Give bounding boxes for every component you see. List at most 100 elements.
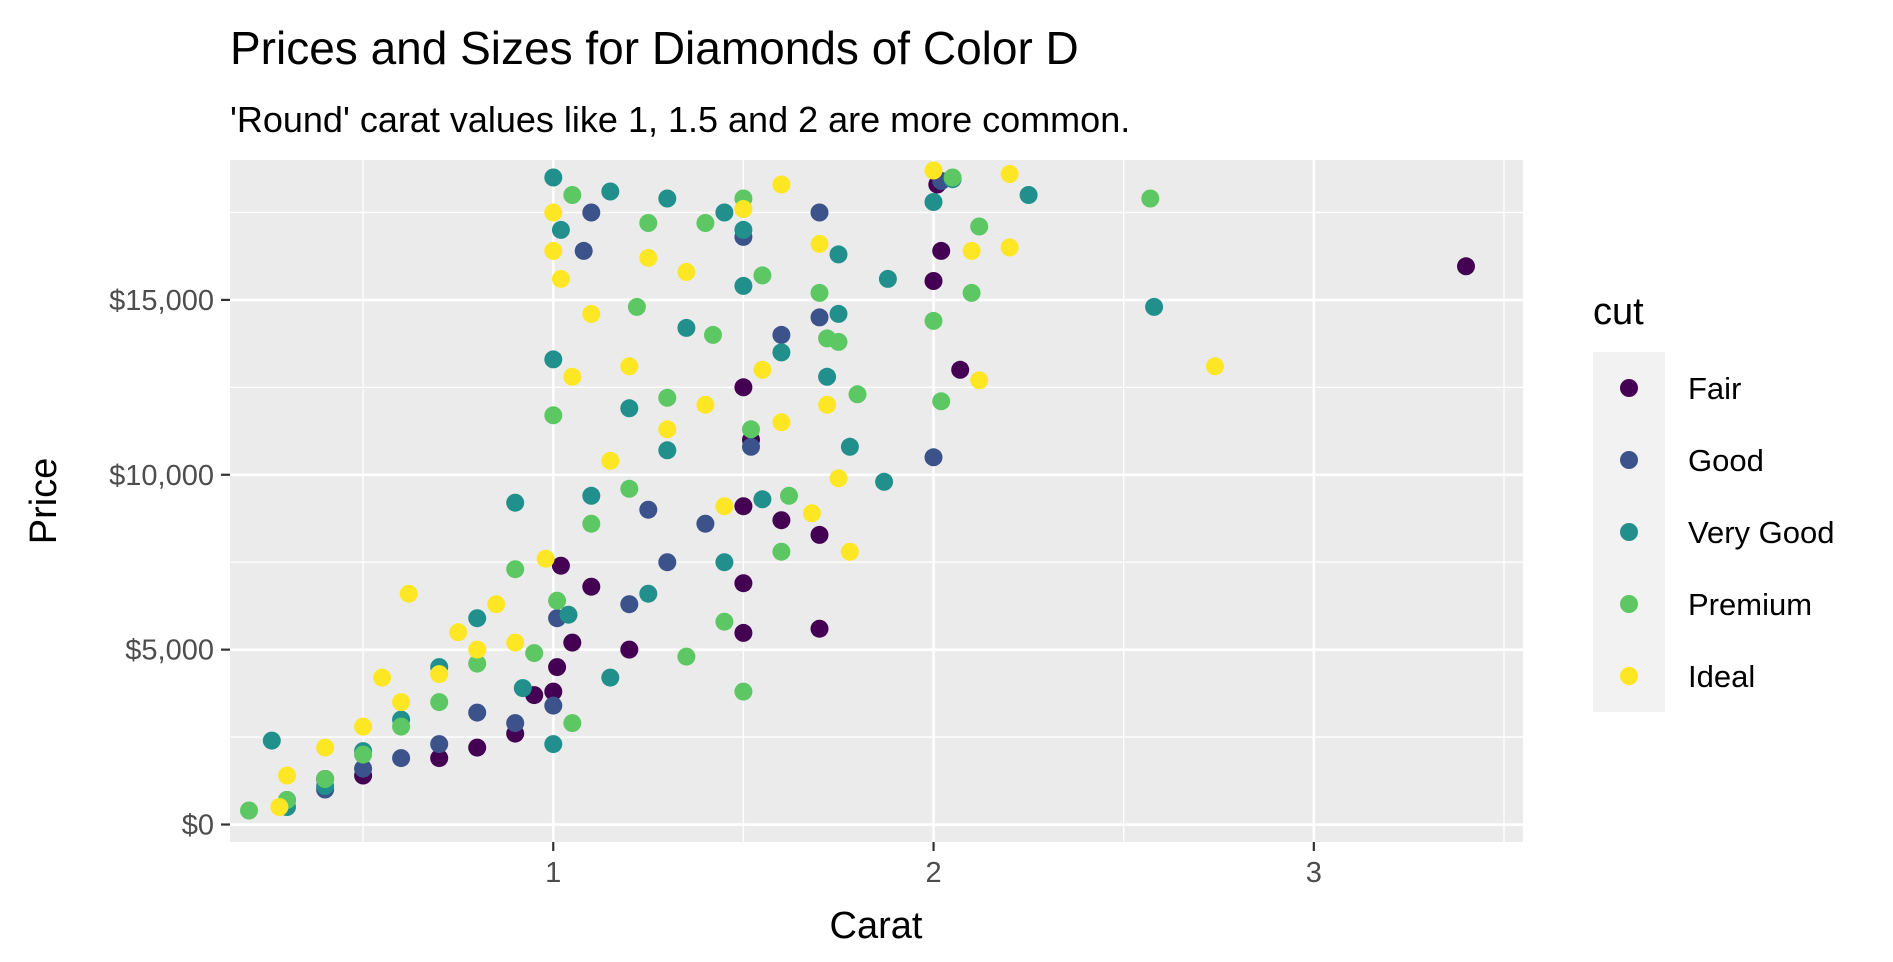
data-point — [962, 241, 981, 260]
data-point — [924, 161, 943, 180]
data-point — [544, 682, 563, 701]
data-point — [677, 262, 696, 281]
data-point — [715, 612, 734, 631]
data-point — [932, 241, 951, 260]
data-point — [1206, 357, 1224, 376]
data-point — [506, 560, 525, 579]
data-point — [1000, 238, 1019, 257]
data-point — [430, 693, 449, 712]
axis-ticks: 1 2 3 $0 $5,000 $10,000 $15,000 — [109, 285, 1322, 889]
data-point — [563, 714, 582, 733]
data-point — [943, 168, 962, 187]
data-point — [430, 749, 449, 768]
data-point — [753, 266, 772, 285]
data-point — [468, 609, 487, 628]
y-axis-title: Price — [23, 458, 65, 545]
data-point — [468, 738, 487, 757]
data-point — [506, 714, 525, 733]
data-point — [1145, 297, 1164, 316]
data-point — [970, 217, 989, 236]
data-point — [354, 759, 373, 778]
data-point — [734, 623, 753, 642]
data-point — [544, 406, 563, 425]
data-point — [563, 633, 582, 652]
data-point — [753, 490, 772, 509]
data-point — [677, 318, 696, 337]
data-point — [563, 186, 582, 204]
data-point — [1000, 165, 1019, 183]
data-point — [639, 500, 658, 519]
data-point — [1141, 189, 1160, 208]
data-point — [506, 633, 525, 652]
data-point — [772, 325, 791, 344]
data-point — [810, 203, 829, 222]
legend-label: Fair — [1688, 371, 1741, 406]
chart-subtitle: 'Round' carat values like 1, 1.5 and 2 a… — [230, 99, 1130, 140]
data-point — [574, 241, 593, 260]
data-point — [658, 441, 677, 460]
data-point — [468, 703, 487, 722]
data-point — [354, 745, 373, 764]
major-gridlines — [230, 160, 1523, 842]
data-points — [240, 161, 1475, 820]
data-point — [696, 514, 715, 533]
data-point — [468, 640, 487, 659]
legend-label: Good — [1688, 443, 1764, 478]
data-point — [772, 511, 791, 530]
data-point — [802, 504, 821, 523]
data-point — [544, 168, 563, 187]
data-point — [513, 679, 532, 698]
plot-panel — [230, 160, 1523, 842]
data-point — [658, 420, 677, 439]
legend-label: Very Good — [1688, 515, 1834, 550]
data-point — [582, 203, 601, 222]
data-point — [430, 665, 449, 684]
data-point — [544, 241, 563, 260]
data-point — [582, 304, 601, 323]
data-point — [875, 472, 894, 491]
data-point — [392, 749, 411, 768]
data-point — [548, 591, 567, 610]
data-point — [582, 486, 601, 505]
data-point — [468, 654, 487, 673]
data-point — [696, 214, 715, 232]
data-point — [620, 479, 639, 498]
y-tick-label: $15,000 — [109, 285, 214, 317]
data-point — [544, 203, 563, 222]
data-point — [1457, 257, 1475, 276]
legend-key — [1620, 595, 1638, 613]
y-tick-label: $10,000 — [109, 460, 214, 492]
data-point — [639, 248, 658, 267]
x-tick-label: 1 — [545, 857, 561, 889]
data-point — [810, 283, 829, 302]
data-point — [392, 717, 411, 736]
data-point — [536, 549, 555, 568]
data-point — [487, 595, 506, 614]
data-point — [639, 584, 658, 603]
data-point — [620, 399, 639, 418]
data-point — [772, 175, 791, 194]
data-point — [551, 556, 570, 575]
data-point — [544, 350, 563, 369]
data-point — [704, 325, 722, 344]
data-point — [848, 385, 867, 404]
legend-key — [1620, 451, 1638, 469]
data-point — [772, 343, 791, 362]
data-point — [780, 486, 798, 505]
data-point — [677, 647, 696, 666]
data-point — [810, 619, 829, 638]
data-point — [601, 668, 620, 687]
data-point — [951, 360, 970, 379]
data-point — [924, 448, 943, 467]
data-point — [734, 574, 753, 593]
data-point — [932, 392, 951, 411]
data-point — [620, 595, 639, 614]
data-point — [878, 269, 897, 288]
data-point — [601, 451, 620, 470]
data-point — [544, 696, 563, 715]
legend-key — [1620, 667, 1638, 685]
y-tick-label: $5,000 — [125, 635, 214, 667]
data-point — [734, 682, 753, 701]
data-point — [620, 640, 639, 659]
